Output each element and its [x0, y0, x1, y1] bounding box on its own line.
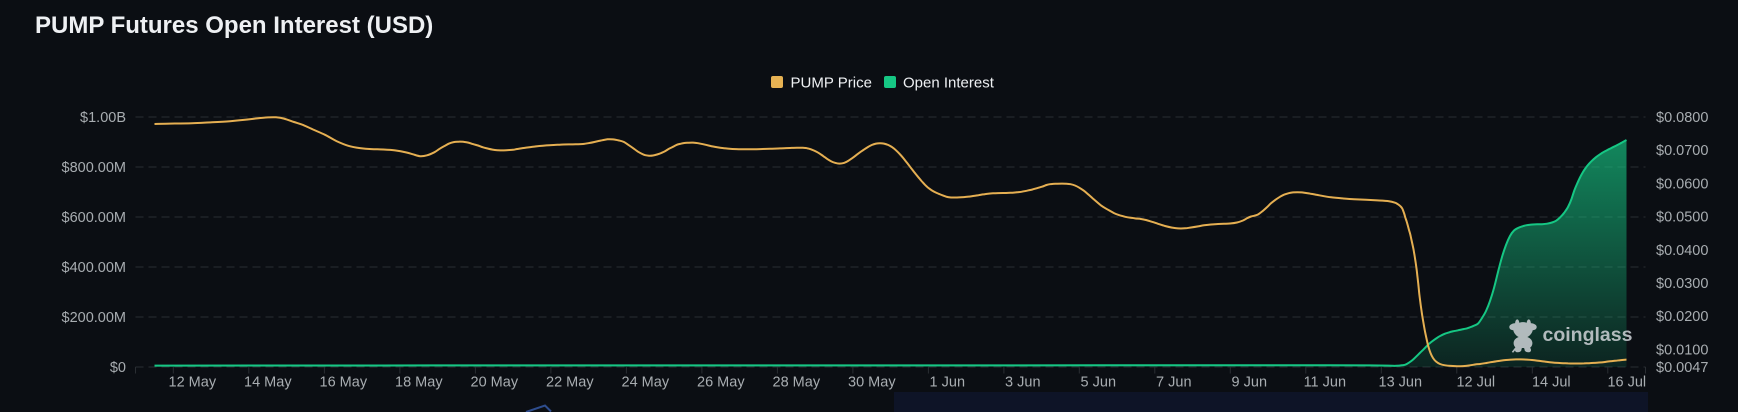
svg-text:$0.0400: $0.0400	[1656, 243, 1708, 259]
svg-text:26 May: 26 May	[697, 375, 745, 391]
svg-text:9 Jun: 9 Jun	[1232, 375, 1267, 391]
svg-text:coinglass: coinglass	[1543, 324, 1633, 346]
svg-text:$400.00M: $400.00M	[62, 260, 127, 276]
svg-text:1 Jun: 1 Jun	[930, 375, 965, 391]
svg-text:16 May: 16 May	[320, 375, 368, 391]
svg-text:30 May: 30 May	[848, 375, 896, 391]
svg-text:$0.0100: $0.0100	[1656, 342, 1708, 358]
svg-text:$0: $0	[110, 360, 126, 376]
svg-text:7 Jun: 7 Jun	[1156, 375, 1191, 391]
svg-text:$0.0700: $0.0700	[1656, 143, 1708, 159]
svg-text:$600.00M: $600.00M	[62, 210, 127, 226]
svg-text:$800.00M: $800.00M	[62, 160, 127, 176]
svg-text:24 May: 24 May	[622, 375, 670, 391]
svg-text:$0.0200: $0.0200	[1656, 309, 1708, 325]
svg-text:3 Jun: 3 Jun	[1005, 375, 1040, 391]
svg-text:20 May: 20 May	[471, 375, 519, 391]
svg-text:14 Jul: 14 Jul	[1532, 375, 1571, 391]
svg-text:$200.00M: $200.00M	[62, 310, 127, 326]
svg-text:14 May: 14 May	[244, 375, 292, 391]
svg-text:PUMP Futures Open Interest (US: PUMP Futures Open Interest (USD)	[35, 12, 433, 39]
svg-text:28 May: 28 May	[773, 375, 821, 391]
svg-text:12 Jul: 12 Jul	[1456, 375, 1495, 391]
svg-text:$1.00B: $1.00B	[80, 110, 126, 126]
svg-text:16 Jul: 16 Jul	[1607, 375, 1646, 391]
svg-text:$0.0600: $0.0600	[1656, 176, 1708, 192]
svg-text:18 May: 18 May	[395, 375, 443, 391]
svg-text:$0.0500: $0.0500	[1656, 210, 1708, 226]
svg-text:$0.0047: $0.0047	[1656, 360, 1708, 376]
svg-text:Open Interest: Open Interest	[903, 75, 995, 92]
svg-text:13 Jun: 13 Jun	[1379, 375, 1423, 391]
svg-text:5 Jun: 5 Jun	[1081, 375, 1116, 391]
svg-text:$0.0300: $0.0300	[1656, 276, 1708, 292]
svg-text:PUMP Price: PUMP Price	[791, 75, 872, 92]
svg-text:11 Jun: 11 Jun	[1304, 375, 1346, 391]
svg-text:$0.0800: $0.0800	[1656, 110, 1708, 126]
svg-text:12 May: 12 May	[169, 375, 217, 391]
svg-text:22 May: 22 May	[546, 375, 594, 391]
